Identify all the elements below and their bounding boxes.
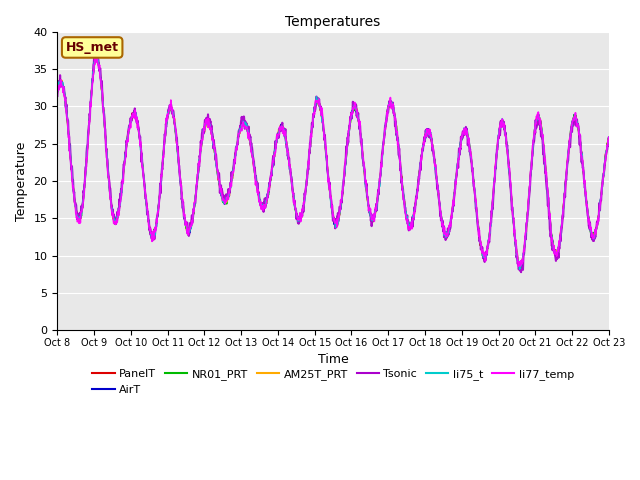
PanelT [177,179,184,184]
PanelT [93,55,100,61]
Line: PanelT: PanelT [58,58,609,267]
AirT [605,134,612,140]
NR01_PRT [517,265,525,271]
Line: li75_t: li75_t [58,57,609,269]
NR01_PRT [177,179,184,184]
Line: AM25T_PRT: AM25T_PRT [58,58,609,266]
AM25T_PRT [419,145,427,151]
li75_t [516,266,524,272]
NR01_PRT [163,116,171,122]
Tsonic [93,48,100,54]
NR01_PRT [54,89,61,95]
PanelT [540,151,548,156]
li75_t [540,147,548,153]
li77_temp [177,177,184,183]
AM25T_PRT [491,172,499,178]
Tsonic [238,121,246,127]
AM25T_PRT [516,264,524,269]
li77_temp [54,90,61,96]
Legend: PanelT, AirT, NR01_PRT, AM25T_PRT, Tsonic, li75_t, li77_temp: PanelT, AirT, NR01_PRT, AM25T_PRT, Tsoni… [88,365,578,399]
AirT [491,172,499,178]
AirT [92,54,100,60]
PanelT [238,122,246,128]
li75_t [177,180,184,186]
NR01_PRT [419,144,427,150]
AM25T_PRT [540,148,548,154]
Line: AirT: AirT [58,57,609,266]
Tsonic [54,93,61,99]
li77_temp [605,134,612,140]
NR01_PRT [491,168,499,174]
PanelT [516,264,524,270]
AM25T_PRT [54,88,61,94]
li77_temp [540,144,548,149]
PanelT [491,168,499,174]
Tsonic [491,172,499,178]
PanelT [605,137,612,143]
NR01_PRT [605,138,612,144]
NR01_PRT [238,119,246,125]
AirT [419,144,427,149]
PanelT [54,86,61,92]
PanelT [419,144,427,150]
AM25T_PRT [93,55,101,60]
AirT [238,122,246,128]
Y-axis label: Temperature: Temperature [15,141,28,220]
AirT [177,179,184,184]
NR01_PRT [91,54,99,60]
Line: NR01_PRT: NR01_PRT [58,57,609,268]
AM25T_PRT [238,121,246,127]
AirT [163,119,171,124]
li75_t [419,143,427,149]
AirT [518,264,525,269]
Title: Temperatures: Temperatures [285,15,381,29]
li77_temp [238,121,246,127]
Line: li77_temp: li77_temp [58,58,609,266]
Text: HS_met: HS_met [66,41,118,54]
li75_t [163,117,171,123]
X-axis label: Time: Time [317,353,349,366]
Tsonic [177,178,184,184]
li77_temp [163,112,171,118]
Tsonic [517,269,525,275]
Tsonic [605,135,612,141]
PanelT [163,117,171,122]
AirT [540,147,548,153]
li77_temp [515,264,522,269]
li75_t [605,135,612,141]
li75_t [93,54,100,60]
AirT [54,87,61,93]
AM25T_PRT [605,137,612,143]
NR01_PRT [540,147,548,153]
li77_temp [419,144,427,150]
li77_temp [92,55,99,61]
Tsonic [540,161,548,167]
Tsonic [419,147,427,153]
li75_t [491,172,499,178]
AM25T_PRT [177,178,184,183]
AM25T_PRT [163,117,171,123]
li77_temp [491,164,499,170]
li75_t [54,88,61,94]
li75_t [238,121,246,127]
Line: Tsonic: Tsonic [58,51,609,272]
Tsonic [163,118,171,123]
